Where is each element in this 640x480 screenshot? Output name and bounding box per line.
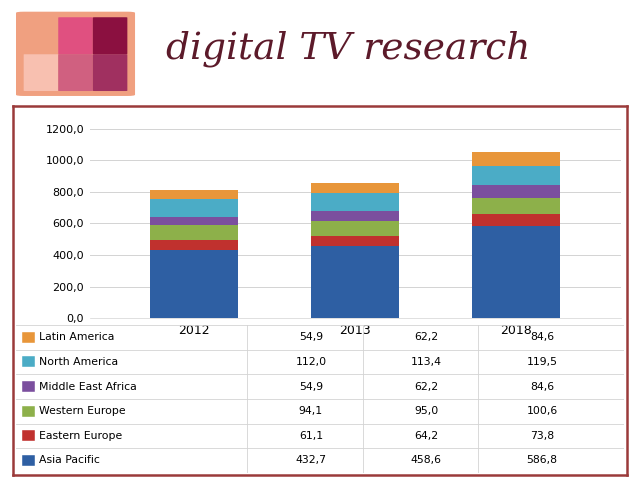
FancyBboxPatch shape xyxy=(16,12,135,96)
Bar xyxy=(472,153,561,166)
Bar xyxy=(311,221,399,236)
FancyBboxPatch shape xyxy=(24,17,58,54)
Bar xyxy=(472,185,561,198)
Text: Western Europe: Western Europe xyxy=(39,406,125,416)
Bar xyxy=(22,381,35,392)
Text: 432,7: 432,7 xyxy=(296,456,326,466)
Text: 73,8: 73,8 xyxy=(530,431,554,441)
Text: 64,2: 64,2 xyxy=(414,431,438,441)
FancyBboxPatch shape xyxy=(58,54,93,91)
Text: 84,6: 84,6 xyxy=(530,382,554,392)
Bar xyxy=(472,214,561,226)
Bar xyxy=(472,166,561,185)
Text: 95,0: 95,0 xyxy=(414,406,438,416)
Text: Latin America: Latin America xyxy=(39,332,115,342)
Text: North America: North America xyxy=(39,357,118,367)
Bar xyxy=(311,236,399,246)
Text: 94,1: 94,1 xyxy=(299,406,323,416)
Bar xyxy=(472,198,561,214)
Text: 54,9: 54,9 xyxy=(299,332,323,342)
Bar xyxy=(150,250,239,318)
Text: 62,2: 62,2 xyxy=(414,382,438,392)
Text: 119,5: 119,5 xyxy=(527,357,557,367)
Text: Eastern Europe: Eastern Europe xyxy=(39,431,122,441)
Bar xyxy=(472,226,561,318)
Bar xyxy=(150,216,239,225)
Bar xyxy=(22,332,35,343)
Bar xyxy=(311,193,399,211)
Text: 112,0: 112,0 xyxy=(295,357,326,367)
Bar xyxy=(22,406,35,417)
Bar xyxy=(22,356,35,368)
Text: 586,8: 586,8 xyxy=(527,456,557,466)
Text: 113,4: 113,4 xyxy=(411,357,442,367)
FancyBboxPatch shape xyxy=(93,54,127,91)
FancyBboxPatch shape xyxy=(24,54,58,91)
Bar xyxy=(150,199,239,216)
Text: 100,6: 100,6 xyxy=(526,406,557,416)
Text: 61,1: 61,1 xyxy=(299,431,323,441)
Bar xyxy=(22,430,35,442)
Text: 62,2: 62,2 xyxy=(414,332,438,342)
Bar xyxy=(311,211,399,221)
Text: digital TV research: digital TV research xyxy=(166,30,531,67)
Bar xyxy=(311,183,399,193)
Bar xyxy=(311,246,399,318)
Text: 458,6: 458,6 xyxy=(411,456,442,466)
Text: Asia Pacific: Asia Pacific xyxy=(39,456,100,466)
Bar xyxy=(150,225,239,240)
FancyBboxPatch shape xyxy=(93,17,127,54)
Bar xyxy=(22,455,35,466)
Text: Middle East Africa: Middle East Africa xyxy=(39,382,137,392)
Text: 84,6: 84,6 xyxy=(530,332,554,342)
Bar xyxy=(150,240,239,250)
Bar xyxy=(150,191,239,199)
FancyBboxPatch shape xyxy=(58,17,93,54)
Text: 54,9: 54,9 xyxy=(299,382,323,392)
